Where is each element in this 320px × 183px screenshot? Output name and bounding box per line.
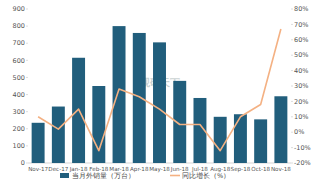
- legend-swatch: [60, 173, 69, 178]
- line: [38, 29, 281, 151]
- y-tick-label: 800: [13, 22, 25, 30]
- bar: [214, 117, 227, 163]
- x-tick-label: Nov-17: [28, 166, 48, 172]
- y-tick: [26, 9, 28, 10]
- y2-tick: [291, 24, 293, 25]
- y2-tick: [291, 55, 293, 56]
- y-tick-label: 500: [13, 74, 25, 82]
- y2-tick: [291, 86, 293, 87]
- x-tick-label: May-18: [149, 166, 170, 173]
- y-tick: [26, 77, 28, 78]
- bar: [113, 26, 126, 163]
- y-tick-label: 200: [13, 125, 25, 133]
- legend-label: 同比增长（%）: [182, 172, 230, 180]
- y2-tick: [291, 163, 293, 164]
- y2-tick: [291, 147, 293, 148]
- y-tick: [26, 128, 28, 129]
- y-tick-label: 100: [13, 142, 25, 150]
- y-tick-label: 0: [21, 159, 25, 167]
- y2-tick: [291, 9, 293, 10]
- y2-tick-label: 30%: [294, 82, 308, 90]
- y-tick: [26, 94, 28, 95]
- marks: [32, 26, 288, 163]
- x-tick-label: Dec-17: [48, 166, 68, 172]
- y2-tick: [291, 70, 293, 71]
- y-tick-label: 600: [13, 57, 25, 65]
- y2-tick: [291, 101, 293, 102]
- y2-tick: [291, 132, 293, 133]
- y-tick-label: 300: [13, 108, 25, 116]
- y2-tick-label: 70%: [294, 21, 308, 29]
- y2-tick-label: 10%: [294, 113, 308, 121]
- y-tick: [26, 43, 28, 44]
- y-tick: [26, 163, 28, 164]
- bar: [274, 96, 287, 163]
- y2-tick: [291, 39, 293, 40]
- y-tick: [26, 145, 28, 146]
- y2-tick-label: 50%: [294, 51, 308, 59]
- y2-tick: [291, 116, 293, 117]
- y-tick-label: 700: [13, 39, 25, 47]
- legend-label: 当月外销量（万台）: [72, 172, 135, 180]
- bar: [153, 42, 166, 163]
- y2-tick-label: 0%: [294, 128, 304, 136]
- y-tick: [26, 111, 28, 112]
- y2-tick-label: 80%: [294, 5, 308, 13]
- x-tick-label: Sep-18: [231, 166, 251, 173]
- bar: [234, 114, 247, 163]
- y2-tick-label: 40%: [294, 67, 308, 75]
- bar: [254, 119, 267, 163]
- y-tick: [26, 26, 28, 27]
- bar: [32, 123, 45, 163]
- y2-tick-label: 20%: [294, 98, 308, 106]
- y2-tick-label: 60%: [294, 36, 308, 44]
- bar: [133, 33, 146, 163]
- x-tick-label: Oct-18: [251, 166, 270, 172]
- y2-tick-label: -20%: [294, 159, 311, 167]
- chart: 0 100 200 300 400 500 600 700 800 900 -20% -10% 0% 10…: [0, 0, 320, 183]
- y-tick-label: 900: [13, 5, 25, 13]
- x-tick-label: Nov-18: [271, 166, 291, 172]
- bar: [52, 107, 65, 163]
- legend-swatch: [170, 175, 180, 177]
- y-tick: [26, 60, 28, 61]
- y-tick-label: 400: [13, 91, 25, 99]
- y2-tick-label: -10%: [294, 144, 311, 152]
